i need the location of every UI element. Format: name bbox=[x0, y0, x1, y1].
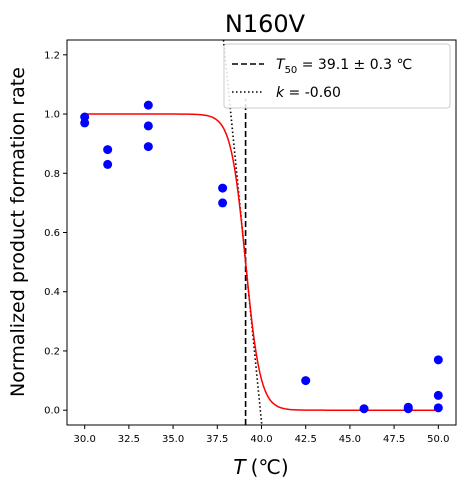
legend-k-text: = -0.60 bbox=[284, 85, 341, 101]
y-tick-label: 1.2 bbox=[44, 50, 60, 61]
x-tick-label: 32.5 bbox=[118, 434, 140, 445]
data-point bbox=[301, 376, 311, 386]
legend-entry-t50: T50 = 39.1 ± 0.3 ℃ bbox=[276, 57, 412, 76]
x-tick-label: 40.0 bbox=[250, 434, 272, 445]
data-point bbox=[359, 404, 369, 414]
y-tick-label: 0.8 bbox=[44, 169, 60, 180]
data-point bbox=[143, 142, 153, 152]
data-point bbox=[218, 183, 228, 193]
chart-title: N160V bbox=[225, 10, 306, 38]
x-axis-label: T (℃) bbox=[233, 455, 288, 479]
y-tick-label: 0.0 bbox=[44, 406, 60, 417]
data-point bbox=[143, 121, 153, 131]
x-axis-label-var: T bbox=[233, 455, 247, 479]
data-point bbox=[143, 100, 153, 110]
x-tick-label: 42.5 bbox=[295, 434, 317, 445]
x-tick-label: 50.0 bbox=[427, 434, 449, 445]
y-tick-label: 0.6 bbox=[44, 228, 60, 239]
data-point bbox=[433, 390, 443, 400]
legend-entry-k: k = -0.60 bbox=[276, 85, 341, 101]
x-tick-label: 37.5 bbox=[206, 434, 228, 445]
data-point bbox=[103, 159, 113, 169]
fit-curve bbox=[84, 113, 439, 411]
legend-k-var: k bbox=[276, 85, 285, 101]
y-axis: 0.0 0.2 0.4 0.6 0.8 1.0 1.2 bbox=[44, 50, 67, 417]
legend-box bbox=[223, 43, 451, 109]
legend-t50-text: = 39.1 ± 0.3 ℃ bbox=[297, 57, 412, 73]
data-point bbox=[433, 403, 443, 413]
legend: T50 = 39.1 ± 0.3 ℃ k = -0.60 bbox=[223, 43, 451, 109]
y-tick-label: 0.4 bbox=[44, 287, 60, 298]
legend-t50-var: T bbox=[276, 57, 286, 73]
x-tick-label: 35.0 bbox=[162, 434, 184, 445]
data-point bbox=[103, 145, 113, 155]
legend-t50-sub: 50 bbox=[285, 65, 298, 76]
data-point bbox=[403, 404, 413, 414]
x-axis-label-unit: (℃) bbox=[251, 455, 289, 479]
x-tick-label: 45.0 bbox=[339, 434, 361, 445]
data-point bbox=[80, 118, 90, 128]
y-axis-label: Normalized product formation rate bbox=[7, 67, 29, 397]
x-tick-label: 47.5 bbox=[383, 434, 405, 445]
data-point bbox=[218, 198, 228, 208]
y-tick-label: 0.2 bbox=[44, 346, 60, 357]
y-tick-label: 1.0 bbox=[44, 110, 60, 121]
x-axis: 30.0 32.5 35.0 37.5 40.0 42.5 45.0 47.5 50.0 bbox=[74, 425, 449, 445]
data-point bbox=[433, 355, 443, 365]
x-tick-label: 30.0 bbox=[74, 434, 96, 445]
